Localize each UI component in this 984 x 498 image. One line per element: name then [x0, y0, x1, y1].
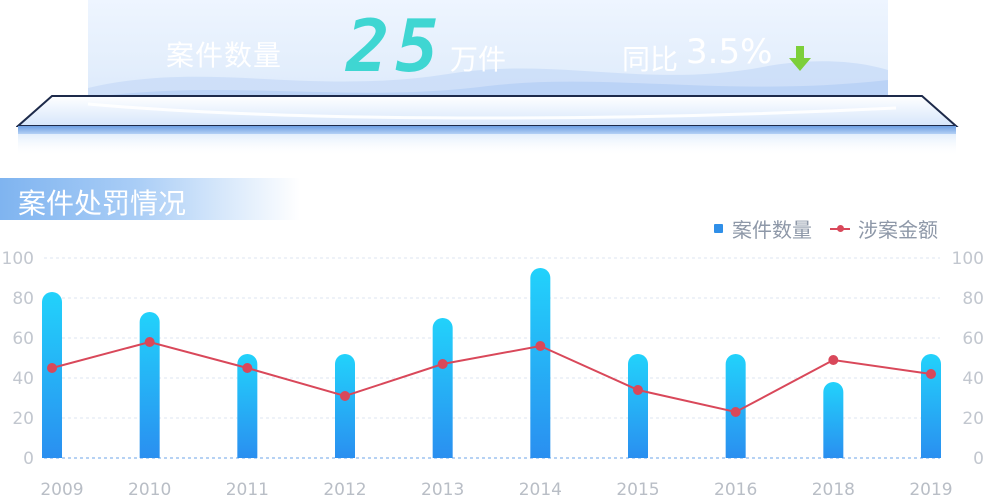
x-tick-label: 2015 — [616, 480, 659, 498]
line-point-2014 — [535, 341, 546, 351]
y-right-tick-label: 80 — [962, 289, 984, 309]
x-tick-label: 2016 — [714, 480, 757, 498]
line-point-2010 — [144, 337, 155, 347]
arrow-down-icon — [789, 46, 811, 71]
y-left-tick-label: 60 — [12, 329, 34, 349]
bar-2019 — [921, 354, 941, 458]
x-tick-label: 2012 — [323, 480, 366, 498]
line-point-2012 — [340, 391, 350, 401]
x-tick-label: 2011 — [226, 480, 269, 498]
bar-2014 — [530, 268, 551, 458]
kpi-unit: 万件 — [450, 43, 507, 76]
section-title: 案件处罚情况 — [0, 178, 300, 220]
bar-2018 — [823, 382, 844, 458]
kpi-value: 25 — [346, 4, 445, 88]
line-point-2016 — [730, 407, 741, 417]
kpi-label: 案件数量 — [166, 39, 283, 72]
y-left-tick-label: 20 — [12, 409, 34, 429]
x-tick-label: 2018 — [812, 480, 855, 498]
bar-2009 — [42, 292, 62, 458]
x-tick-label: 2014 — [519, 480, 562, 498]
line-point-2018 — [828, 355, 839, 365]
x-tick-label: 2013 — [421, 480, 464, 498]
platform-base — [16, 95, 959, 156]
kpi-compare-label: 同比 — [622, 43, 679, 76]
y-left-tick-label: 80 — [12, 289, 34, 309]
bar-2015 — [628, 354, 648, 458]
legend-line-label: 涉案金额 — [858, 218, 938, 242]
chart-legend: 案件数量 涉案金额 — [696, 214, 938, 243]
bar-2010 — [139, 312, 160, 458]
legend-item-line[interactable]: 涉案金额 — [830, 214, 938, 243]
legend-item-bar[interactable]: 案件数量 — [714, 214, 812, 243]
line-point-2009 — [47, 363, 57, 373]
bar-2016 — [725, 354, 746, 458]
legend-bar-swatch — [714, 224, 723, 233]
kpi-compare-value: 3.5% — [686, 32, 773, 72]
line-point-2013 — [437, 359, 448, 369]
x-tick-label: 2010 — [128, 480, 171, 498]
legend-bar-label: 案件数量 — [732, 218, 812, 242]
y-left-tick-label: 100 — [2, 249, 34, 269]
section-title-text: 案件处罚情况 — [18, 187, 187, 220]
bar-2011 — [237, 354, 258, 458]
y-right-tick-label: 20 — [962, 409, 984, 429]
line-point-2019 — [926, 369, 936, 379]
line-series-path — [51, 340, 932, 414]
x-tick-label: 2019 — [909, 480, 952, 498]
y-left-tick-label: 40 — [12, 369, 34, 389]
y-left-tick-label: 0 — [23, 449, 34, 469]
legend-line-swatch — [830, 224, 850, 232]
bar-2012 — [335, 354, 355, 458]
y-right-tick-label: 60 — [962, 329, 984, 349]
bar-2013 — [432, 318, 453, 458]
y-right-tick-label: 0 — [973, 449, 984, 469]
y-right-tick-label: 100 — [952, 249, 984, 269]
combo-chart: 0 20 40 60 80 100 0 20 40 60 80 100 2009 2010 2011 201… — [2, 249, 984, 498]
line-point-2015 — [633, 385, 643, 395]
y-right-tick-label: 40 — [962, 369, 984, 389]
x-tick-label: 2009 — [40, 480, 83, 498]
line-point-2011 — [242, 363, 253, 373]
